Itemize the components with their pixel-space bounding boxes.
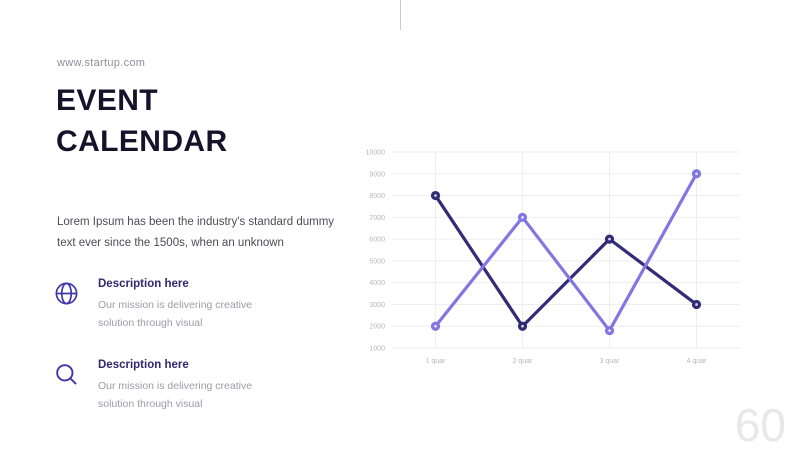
line-chart: 1000 2000 3000 4000 5000 6000 7000 8000 9000 1000… bbox=[356, 140, 746, 380]
svg-text:1000: 1000 bbox=[369, 346, 385, 353]
svg-text:1 quar: 1 quar bbox=[426, 358, 447, 365]
svg-text:8000: 8000 bbox=[369, 193, 385, 200]
svg-text:2000: 2000 bbox=[369, 324, 385, 331]
feature-title: Description here bbox=[98, 358, 189, 371]
y-axis-labels: 1000 2000 3000 4000 5000 6000 7000 8000 9000 1000… bbox=[366, 150, 386, 353]
svg-text:5000: 5000 bbox=[369, 258, 385, 265]
x-axis-labels: 1 quar 2 quar 3 quar 4 quar bbox=[426, 358, 708, 365]
svg-text:10000: 10000 bbox=[366, 150, 386, 157]
feature-text: Description here Our mission is deliveri… bbox=[98, 359, 276, 414]
svg-text:6000: 6000 bbox=[369, 237, 385, 244]
chart-line-dark-series bbox=[433, 193, 699, 328]
chart-markers-light-series bbox=[430, 169, 702, 336]
feature-text: Description here Our mission is deliveri… bbox=[98, 278, 276, 333]
feature-description: Our mission is delivering creative solut… bbox=[98, 299, 253, 329]
svg-text:3 quar: 3 quar bbox=[600, 358, 621, 365]
page-title: EVENT CALENDAR bbox=[56, 80, 228, 163]
page-title-line2: CALENDAR bbox=[56, 125, 228, 159]
magnifier-icon bbox=[53, 361, 80, 388]
website-url: www.startup.com bbox=[57, 57, 146, 69]
chart-gridlines bbox=[392, 151, 740, 349]
svg-text:3000: 3000 bbox=[369, 302, 385, 309]
page-number: 60 bbox=[734, 399, 786, 450]
feature-item: Description here Our mission is deliveri… bbox=[53, 359, 276, 414]
chart-line-light-series bbox=[433, 172, 699, 333]
svg-text:7000: 7000 bbox=[369, 215, 385, 222]
svg-text:2 quar: 2 quar bbox=[513, 358, 534, 365]
top-divider-line bbox=[400, 0, 401, 30]
feature-description: Our mission is delivering creative solut… bbox=[98, 379, 253, 410]
page-title-line1: EVENT bbox=[56, 84, 159, 117]
line-chart-svg: 1000 2000 3000 4000 5000 6000 7000 8000 9000 1000… bbox=[366, 150, 740, 365]
globe-icon bbox=[53, 280, 80, 307]
chart-markers-dark-series bbox=[430, 190, 702, 331]
feature-list: Description here Our mission is deliveri… bbox=[53, 278, 276, 413]
svg-text:4000: 4000 bbox=[369, 280, 385, 287]
body-text: Lorem Ipsum has been the industry's stan… bbox=[57, 216, 335, 250]
feature-title: Description here bbox=[98, 278, 189, 290]
svg-text:4 quar: 4 quar bbox=[687, 358, 708, 365]
feature-item: Description here Our mission is deliveri… bbox=[53, 278, 276, 333]
svg-text:9000: 9000 bbox=[369, 171, 385, 178]
